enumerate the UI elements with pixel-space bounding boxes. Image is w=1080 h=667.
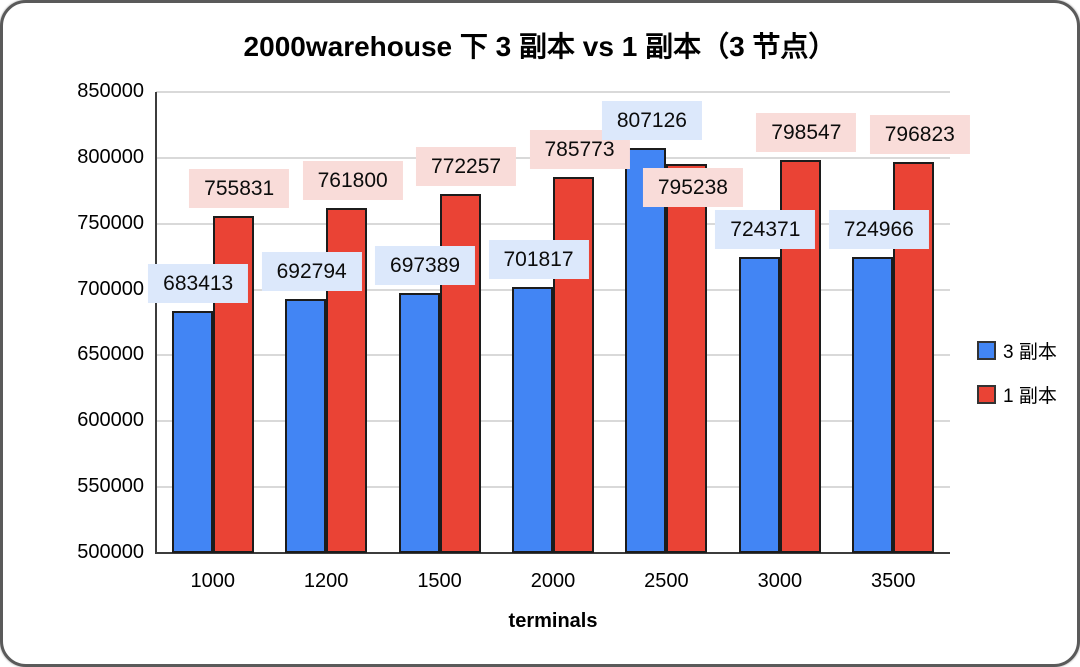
value-label-series1-2000: 701817	[488, 240, 589, 280]
value-label-series1-1500: 697389	[375, 246, 476, 285]
chart-plot-area: 500000 550000 600000 650000 700000 750000 8000…	[3, 3, 1077, 664]
x-axis-line	[156, 552, 950, 554]
y-tick-label: 500000	[77, 541, 144, 563]
value-label-series2-2500: 795238	[642, 168, 743, 208]
bar-series1-3000[interactable]	[738, 257, 780, 553]
gridline	[156, 91, 950, 93]
y-tick-label: 550000	[77, 475, 144, 498]
bar-series1-1500[interactable]	[398, 293, 440, 553]
value-label-series2-3500: 796823	[869, 115, 970, 155]
y-tick-label: 850000	[77, 80, 144, 102]
y-tick-label: 750000	[77, 211, 144, 234]
x-tick-label: 1000	[190, 570, 235, 592]
x-tick-label: 2500	[644, 570, 689, 592]
bar-series1-2000[interactable]	[512, 287, 553, 553]
y-tick-label: 800000	[77, 145, 144, 168]
value-label-series2-1500: 772257	[416, 147, 517, 187]
bar-series1-2500[interactable]	[625, 148, 667, 553]
value-label-series1-3000: 724371	[715, 210, 816, 250]
value-label-series2-1000: 755831	[189, 169, 290, 209]
y-tick-label: 650000	[77, 343, 144, 366]
legend-swatch-icon	[977, 385, 996, 404]
bar-series1-3500[interactable]	[852, 256, 894, 553]
y-tick-label: 600000	[77, 409, 144, 432]
legend-label: 3 副本	[1003, 342, 1057, 363]
chart-title: 2000warehouse 下 3 副本 vs 1 副本（3 节点）	[243, 31, 837, 62]
bar-series1-1000[interactable]	[171, 311, 213, 553]
bar-series2-2000[interactable]	[553, 176, 594, 553]
legend-item-series2[interactable]: 1 副本	[977, 381, 1057, 408]
y-axis-line	[155, 92, 157, 554]
value-label-series2-1200: 761800	[302, 161, 403, 201]
value-label-series1-1200: 692794	[261, 252, 362, 292]
x-tick-label: 2000	[530, 570, 576, 592]
x-tick-label: 3500	[871, 570, 916, 592]
value-label-series1-3500: 724966	[828, 209, 929, 249]
x-axis-title: terminals	[508, 610, 598, 632]
value-label-series2-3000: 798547	[756, 112, 857, 152]
bar-series1-1200[interactable]	[285, 299, 327, 553]
x-tick-label: 1200	[303, 570, 349, 592]
y-tick-label: 700000	[77, 277, 144, 300]
legend-item-series1[interactable]: 3 副本	[977, 337, 1057, 364]
value-label-series1-1000: 683413	[148, 264, 249, 304]
x-tick-label: 1500	[417, 570, 462, 592]
legend-label: 1 副本	[1003, 386, 1057, 407]
chart-legend: 3 副本 1 副本	[977, 337, 1057, 425]
x-tick-label: 3000	[757, 570, 803, 592]
bar-series2-2500[interactable]	[666, 164, 708, 553]
value-label-series1-2500: 807126	[601, 101, 702, 141]
legend-swatch-icon	[977, 341, 996, 360]
